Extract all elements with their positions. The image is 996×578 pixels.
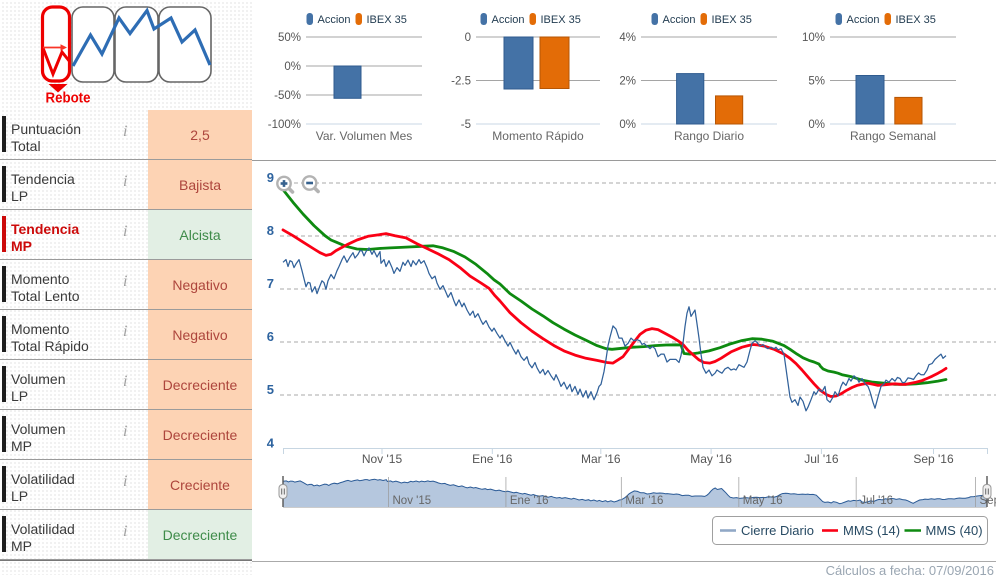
svg-text:IBEX 35: IBEX 35 <box>367 14 407 26</box>
svg-text:Sep '16: Sep '16 <box>913 452 954 466</box>
svg-text:IBEX 35: IBEX 35 <box>896 14 936 26</box>
svg-text:May '16: May '16 <box>743 495 783 507</box>
svg-text:Accion: Accion <box>663 14 696 26</box>
svg-text:0%: 0% <box>284 61 301 73</box>
svg-text:Nov '15: Nov '15 <box>393 495 432 507</box>
svg-text:4: 4 <box>267 436 275 451</box>
svg-text:-100%: -100% <box>268 119 301 131</box>
svg-text:IBEX 35: IBEX 35 <box>541 14 581 26</box>
svg-text:2%: 2% <box>619 76 636 88</box>
svg-text:0%: 0% <box>619 119 636 131</box>
svg-text:6: 6 <box>267 329 274 344</box>
svg-text:Accion: Accion <box>492 14 525 26</box>
svg-text:Var. Volumen Mes: Var. Volumen Mes <box>316 129 413 143</box>
svg-text:Mar '16: Mar '16 <box>581 452 621 466</box>
svg-text:-5: -5 <box>461 119 471 131</box>
svg-text:Cierre Diario: Cierre Diario <box>741 523 814 538</box>
svg-text:9: 9 <box>267 170 274 185</box>
svg-text:Mar '16: Mar '16 <box>625 495 663 507</box>
svg-text:4%: 4% <box>619 32 636 44</box>
svg-text:IBEX 35: IBEX 35 <box>712 14 752 26</box>
svg-text:8: 8 <box>267 223 274 238</box>
svg-text:-50%: -50% <box>274 90 301 102</box>
svg-text:May '16: May '16 <box>690 452 732 466</box>
svg-text:Accion: Accion <box>318 14 351 26</box>
svg-text:Rango Diario: Rango Diario <box>674 129 744 143</box>
svg-text:0%: 0% <box>808 119 825 131</box>
svg-text:10%: 10% <box>802 32 825 44</box>
svg-text:7: 7 <box>267 276 274 291</box>
svg-text:Rebote: Rebote <box>46 91 91 107</box>
svg-text:Ene '16: Ene '16 <box>472 452 513 466</box>
svg-text:0: 0 <box>465 32 471 44</box>
svg-text:Accion: Accion <box>847 14 880 26</box>
svg-text:MMS (14): MMS (14) <box>843 523 900 538</box>
svg-text:MMS (40): MMS (40) <box>926 523 983 538</box>
svg-text:Jul '16: Jul '16 <box>804 452 839 466</box>
svg-text:Momento Rápido: Momento Rápido <box>492 129 584 143</box>
svg-text:Nov '15: Nov '15 <box>362 452 403 466</box>
svg-text:Rango Semanal: Rango Semanal <box>850 129 936 143</box>
svg-text:Ene '16: Ene '16 <box>510 495 549 507</box>
svg-text:5: 5 <box>267 382 274 397</box>
svg-text:Jul '16: Jul '16 <box>860 495 893 507</box>
svg-text:50%: 50% <box>278 32 301 44</box>
svg-text:-2.5: -2.5 <box>451 76 471 88</box>
svg-text:5%: 5% <box>808 76 825 88</box>
